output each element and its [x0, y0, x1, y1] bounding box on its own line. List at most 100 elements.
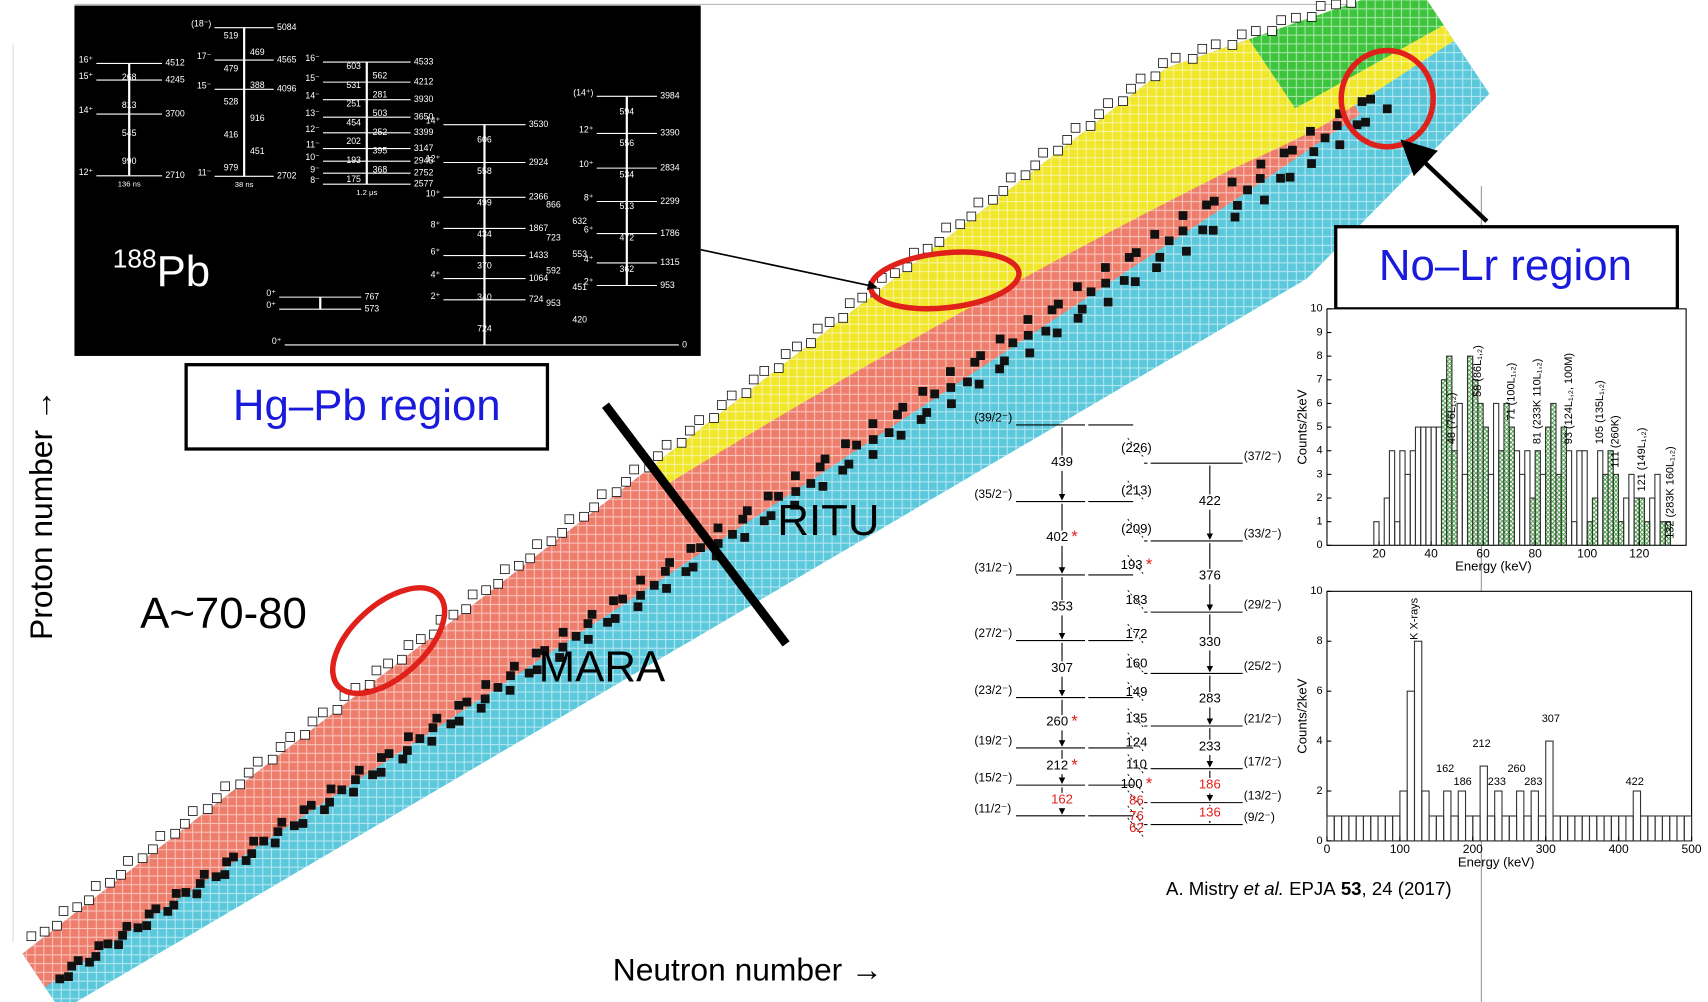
- stable-nucleus: [462, 698, 471, 707]
- stable-nucleus: [995, 364, 1004, 373]
- unknown-nucleus: [276, 743, 285, 752]
- gamma-energy: 183: [1126, 593, 1148, 608]
- stable-nucleus: [355, 766, 364, 775]
- gamma-energy: 160: [1126, 656, 1148, 671]
- gamma-energy: 531: [346, 80, 361, 90]
- unknown-nucleus: [138, 854, 147, 863]
- gamma-energy: 281: [373, 89, 388, 99]
- level-energy: 1315: [660, 257, 680, 267]
- spin: 2⁺: [431, 291, 441, 301]
- stable-nucleus: [791, 487, 800, 496]
- unknown-nucleus: [156, 832, 165, 841]
- unknown-nucleus: [654, 452, 663, 461]
- gamma-energy: 416: [224, 129, 239, 139]
- level-energy: 3530: [529, 119, 549, 129]
- stable-nucleus: [603, 618, 612, 627]
- unknown-nucleus: [597, 490, 606, 499]
- stable-nucleus: [196, 879, 205, 888]
- y-tick-label: 0: [1317, 835, 1323, 847]
- stable-nucleus: [1233, 201, 1242, 210]
- stable-nucleus: [764, 492, 773, 501]
- x-tick-label: 0: [1324, 842, 1331, 856]
- stable-nucleus: [1280, 149, 1289, 158]
- gamma-energy: 376: [1199, 568, 1221, 583]
- arrow: [1404, 142, 1487, 221]
- stable-nucleus: [1182, 247, 1191, 256]
- gamma-star: *: [1071, 757, 1078, 775]
- gamma-energy: 186: [1199, 777, 1221, 792]
- unknown-nucleus: [590, 503, 599, 512]
- peak-label: 186: [1453, 776, 1471, 788]
- stable-nucleus: [1228, 178, 1237, 187]
- mass-number: 188: [113, 244, 157, 274]
- gamma-energy: 420: [572, 315, 587, 325]
- y-axis-title: Counts/2keV: [1294, 389, 1309, 464]
- spin: (9/2⁻): [1244, 810, 1275, 824]
- unknown-nucleus: [533, 540, 542, 549]
- slide: RITU MARA A~70-80 Proton number → Neutro…: [0, 0, 1708, 1002]
- spin: 8⁺: [431, 219, 441, 229]
- gamma-energy: 124: [1126, 735, 1148, 750]
- element: Pb: [157, 246, 211, 295]
- gamma-energy: 534: [620, 169, 635, 179]
- unknown-nucleus: [710, 414, 719, 423]
- y-tick-label: 0: [1317, 539, 1323, 551]
- gamma-value: 376: [1199, 568, 1221, 583]
- gamma-energy: 136: [1199, 805, 1221, 820]
- stable-nucleus: [525, 669, 534, 678]
- stable-nucleus: [351, 775, 360, 784]
- stable-nucleus: [996, 335, 1005, 344]
- stable-nucleus: [55, 974, 64, 983]
- unknown-nucleus: [53, 921, 62, 930]
- stable-nucleus: [946, 383, 955, 392]
- stable-nucleus: [74, 956, 83, 965]
- gamma-energy: 603: [346, 61, 361, 71]
- unknown-nucleus: [903, 263, 912, 272]
- gamma-star: *: [1071, 713, 1078, 731]
- stable-nucleus: [1309, 147, 1318, 156]
- unknown-nucleus: [1316, 2, 1325, 11]
- gamma-value: 233: [1199, 739, 1221, 754]
- unknown-nucleus: [149, 845, 158, 854]
- peak-label: 283: [1524, 776, 1542, 788]
- level-energy: 4565: [277, 54, 297, 64]
- stable-nucleus: [64, 972, 73, 981]
- unknown-nucleus: [40, 927, 49, 936]
- unknown-nucleus: [1151, 72, 1160, 81]
- level-energy: 573: [365, 304, 380, 314]
- stable-nucleus: [1243, 186, 1252, 195]
- unknown-nucleus: [891, 269, 900, 278]
- stable-nucleus: [618, 595, 627, 604]
- peak-label: 105 (135L₁,₂): [1594, 380, 1606, 444]
- gamma-energy: 110: [1126, 757, 1147, 772]
- stable-nucleus: [1152, 263, 1161, 272]
- y-tick-label: 10: [1310, 585, 1322, 597]
- stable-nucleus: [377, 753, 386, 762]
- stable-nucleus: [1256, 174, 1265, 183]
- gamma-energy: 513: [620, 201, 635, 211]
- unknown-nucleus: [1136, 74, 1145, 83]
- unknown-nucleus: [967, 212, 976, 221]
- unknown-nucleus: [117, 870, 126, 879]
- stable-nucleus: [1025, 349, 1034, 358]
- stable-nucleus: [377, 768, 386, 777]
- peak-label: 93 (124L₁,₂, 100M): [1563, 353, 1575, 444]
- peak-label: 111 (260K): [1610, 415, 1622, 468]
- spin: (39/2⁻): [974, 411, 1012, 425]
- gamma-energy: 252: [373, 127, 388, 137]
- stable-nucleus: [696, 543, 705, 552]
- gamma-value: 62: [1129, 820, 1144, 835]
- unknown-nucleus: [1119, 97, 1128, 106]
- stable-nucleus: [1286, 173, 1295, 182]
- unknown-nucleus: [1198, 44, 1207, 53]
- stable-nucleus: [898, 403, 907, 412]
- stable-nucleus: [636, 591, 645, 600]
- stable-nucleus: [767, 511, 776, 520]
- lifetime: 38 ns: [235, 180, 254, 189]
- lifetime: 136 ns: [118, 180, 141, 189]
- gamma-star: *: [1071, 529, 1078, 547]
- gamma-energy: 340: [477, 292, 492, 302]
- gamma-energy: 592: [546, 265, 561, 275]
- stable-nucleus: [1024, 331, 1033, 340]
- gamma-energy: 472: [620, 233, 635, 243]
